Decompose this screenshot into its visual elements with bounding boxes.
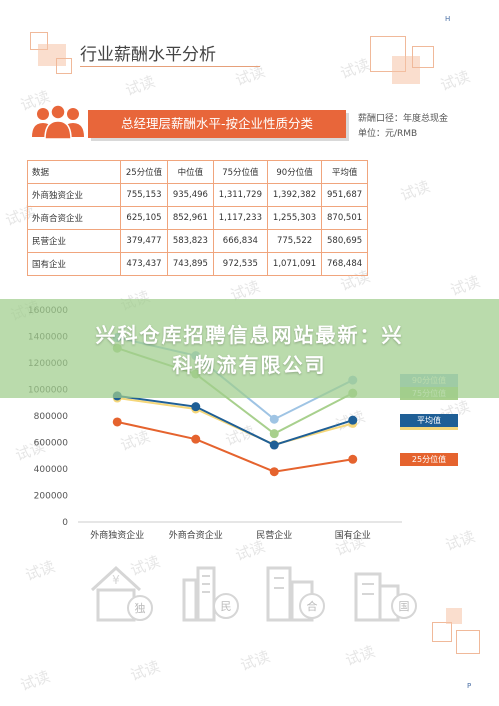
table-cell: 972,535 — [212, 252, 268, 276]
table-cell: 1,255,303 — [266, 206, 323, 230]
table-cell: 国有企业 — [27, 252, 121, 276]
foreign-owned-building-icon: ¥ 独 — [90, 565, 153, 622]
table-cell: 775,522 — [266, 229, 323, 253]
legend-entry: 平均值 — [400, 414, 458, 428]
series-line — [117, 420, 353, 473]
icon-label: 合 — [307, 599, 318, 613]
watermark-text: 试读 — [22, 557, 58, 585]
table-row: 民营企业 379,477 583,823 666,834 775,522 580… — [27, 229, 368, 253]
table-header-cell: 平均值 — [321, 160, 368, 184]
promo-banner — [0, 299, 499, 398]
y-tick-label: 400000 — [34, 465, 69, 475]
table-cell: 768,484 — [321, 252, 368, 276]
decor-square — [446, 608, 462, 624]
table-cell: 民营企业 — [27, 229, 121, 253]
table-cell: 外商合资企业 — [27, 206, 121, 230]
table-cell: 473,437 — [120, 252, 168, 276]
watermark-text: 试读 — [342, 642, 378, 670]
watermark-text: 试读 — [127, 657, 163, 685]
table-cell: 1,117,233 — [212, 206, 268, 230]
icon-label: 民 — [221, 600, 232, 613]
data-point — [269, 467, 279, 477]
table-row: 外商合资企业 625,105 852,961 1,117,233 1,255,3… — [27, 206, 368, 230]
table-cell: 666,834 — [212, 229, 268, 253]
table-cell: 379,477 — [120, 229, 168, 253]
table-cell: 870,501 — [321, 206, 368, 230]
table-cell: 935,496 — [167, 183, 214, 207]
decor-square — [432, 622, 452, 642]
x-tick-label: 民营企业 — [256, 529, 292, 541]
table-header-cell: 25分位值 — [120, 160, 168, 184]
data-point — [269, 414, 279, 424]
x-tick-label: 外商合资企业 — [169, 529, 223, 541]
table-cell: 580,695 — [321, 229, 368, 253]
state-owned-building-icon: 国 — [354, 572, 417, 622]
people-group-icon — [32, 104, 84, 139]
decor-square — [412, 46, 434, 68]
table-header-cell: 75分位值 — [212, 160, 268, 184]
icon-label: 独 — [135, 602, 146, 615]
y-tick-label: 800000 — [34, 412, 69, 422]
watermark-text: 试读 — [437, 67, 473, 95]
table-header-row: 数据 25分位值 中位值 75分位值 90分位值 平均值 — [27, 160, 368, 184]
watermark-text: 试读 — [397, 177, 433, 205]
x-tick-label: 外商独资企业 — [90, 529, 144, 541]
banner-line-1: 兴科仓库招聘信息网站最新：兴 — [95, 323, 404, 347]
data-point — [191, 434, 201, 444]
table-header-cell: 中位值 — [167, 160, 214, 184]
salary-table: 数据 25分位值 中位值 75分位值 90分位值 平均值 外商独资企业 755,… — [27, 160, 368, 276]
note-salary-basis: 薪酬口径：年度总现金 — [358, 114, 449, 124]
y-tick-label: 0 — [62, 518, 68, 528]
table-cell: 625,105 — [120, 206, 168, 230]
data-point — [348, 415, 358, 425]
title-underline — [80, 66, 260, 67]
table-cell: 1,071,091 — [266, 252, 323, 276]
table-row: 国有企业 473,437 743,895 972,535 1,071,091 7… — [27, 252, 368, 276]
page-corner-mark: H — [445, 15, 451, 23]
watermark-text: 试读 — [237, 647, 273, 675]
decor-square — [392, 56, 420, 84]
promo-banner-text: 兴科仓库招聘信息网站最新：兴 科物流有限公司 — [0, 320, 499, 380]
table-cell: 852,961 — [167, 206, 214, 230]
page-corner-mark: P — [467, 682, 472, 690]
decor-square — [38, 44, 66, 66]
series-line — [117, 394, 354, 447]
y-tick-label: 600000 — [34, 439, 69, 449]
data-point — [269, 440, 279, 450]
y-tick-label: 200000 — [34, 492, 69, 502]
table-cell: 755,153 — [120, 183, 168, 207]
watermark-text: 试读 — [17, 667, 53, 695]
section-title-bar: 总经理层薪酬水平-按企业性质分类 — [88, 110, 346, 138]
icon-label: 国 — [399, 600, 410, 613]
table-row: 外商独资企业 755,153 935,496 1,311,729 1,392,3… — [27, 183, 368, 207]
joint-venture-building-icon: 民 — [182, 566, 239, 622]
data-point — [112, 417, 122, 427]
table-cell: 1,392,382 — [266, 183, 323, 207]
svg-text:¥: ¥ — [112, 573, 120, 587]
table-header-cell: 90分位值 — [266, 160, 323, 184]
table-header-cell: 数据 — [27, 160, 121, 184]
note-unit: 单位：元/RMB — [358, 129, 418, 139]
banner-line-2: 科物流有限公司 — [172, 353, 327, 377]
data-point — [191, 402, 201, 412]
data-point — [269, 429, 279, 439]
decor-square — [370, 36, 406, 72]
legend-entry: 25分位值 — [400, 453, 458, 467]
decor-square — [456, 630, 480, 654]
decor-square — [56, 58, 72, 74]
watermark-text: 试读 — [122, 72, 158, 100]
table-cell: 583,823 — [167, 229, 214, 253]
watermark-text: 试读 — [337, 55, 373, 83]
page-title: 行业薪酬水平分析 — [80, 45, 216, 65]
table-cell: 743,895 — [167, 252, 214, 276]
table-cell: 1,311,729 — [212, 183, 268, 207]
watermark-text: 试读 — [232, 62, 268, 90]
data-point — [348, 454, 358, 464]
table-cell: 外商独资企业 — [27, 183, 121, 207]
table-cell: 951,687 — [321, 183, 368, 207]
private-building-icon: 合 — [266, 566, 325, 622]
x-tick-label: 国有企业 — [335, 529, 371, 541]
